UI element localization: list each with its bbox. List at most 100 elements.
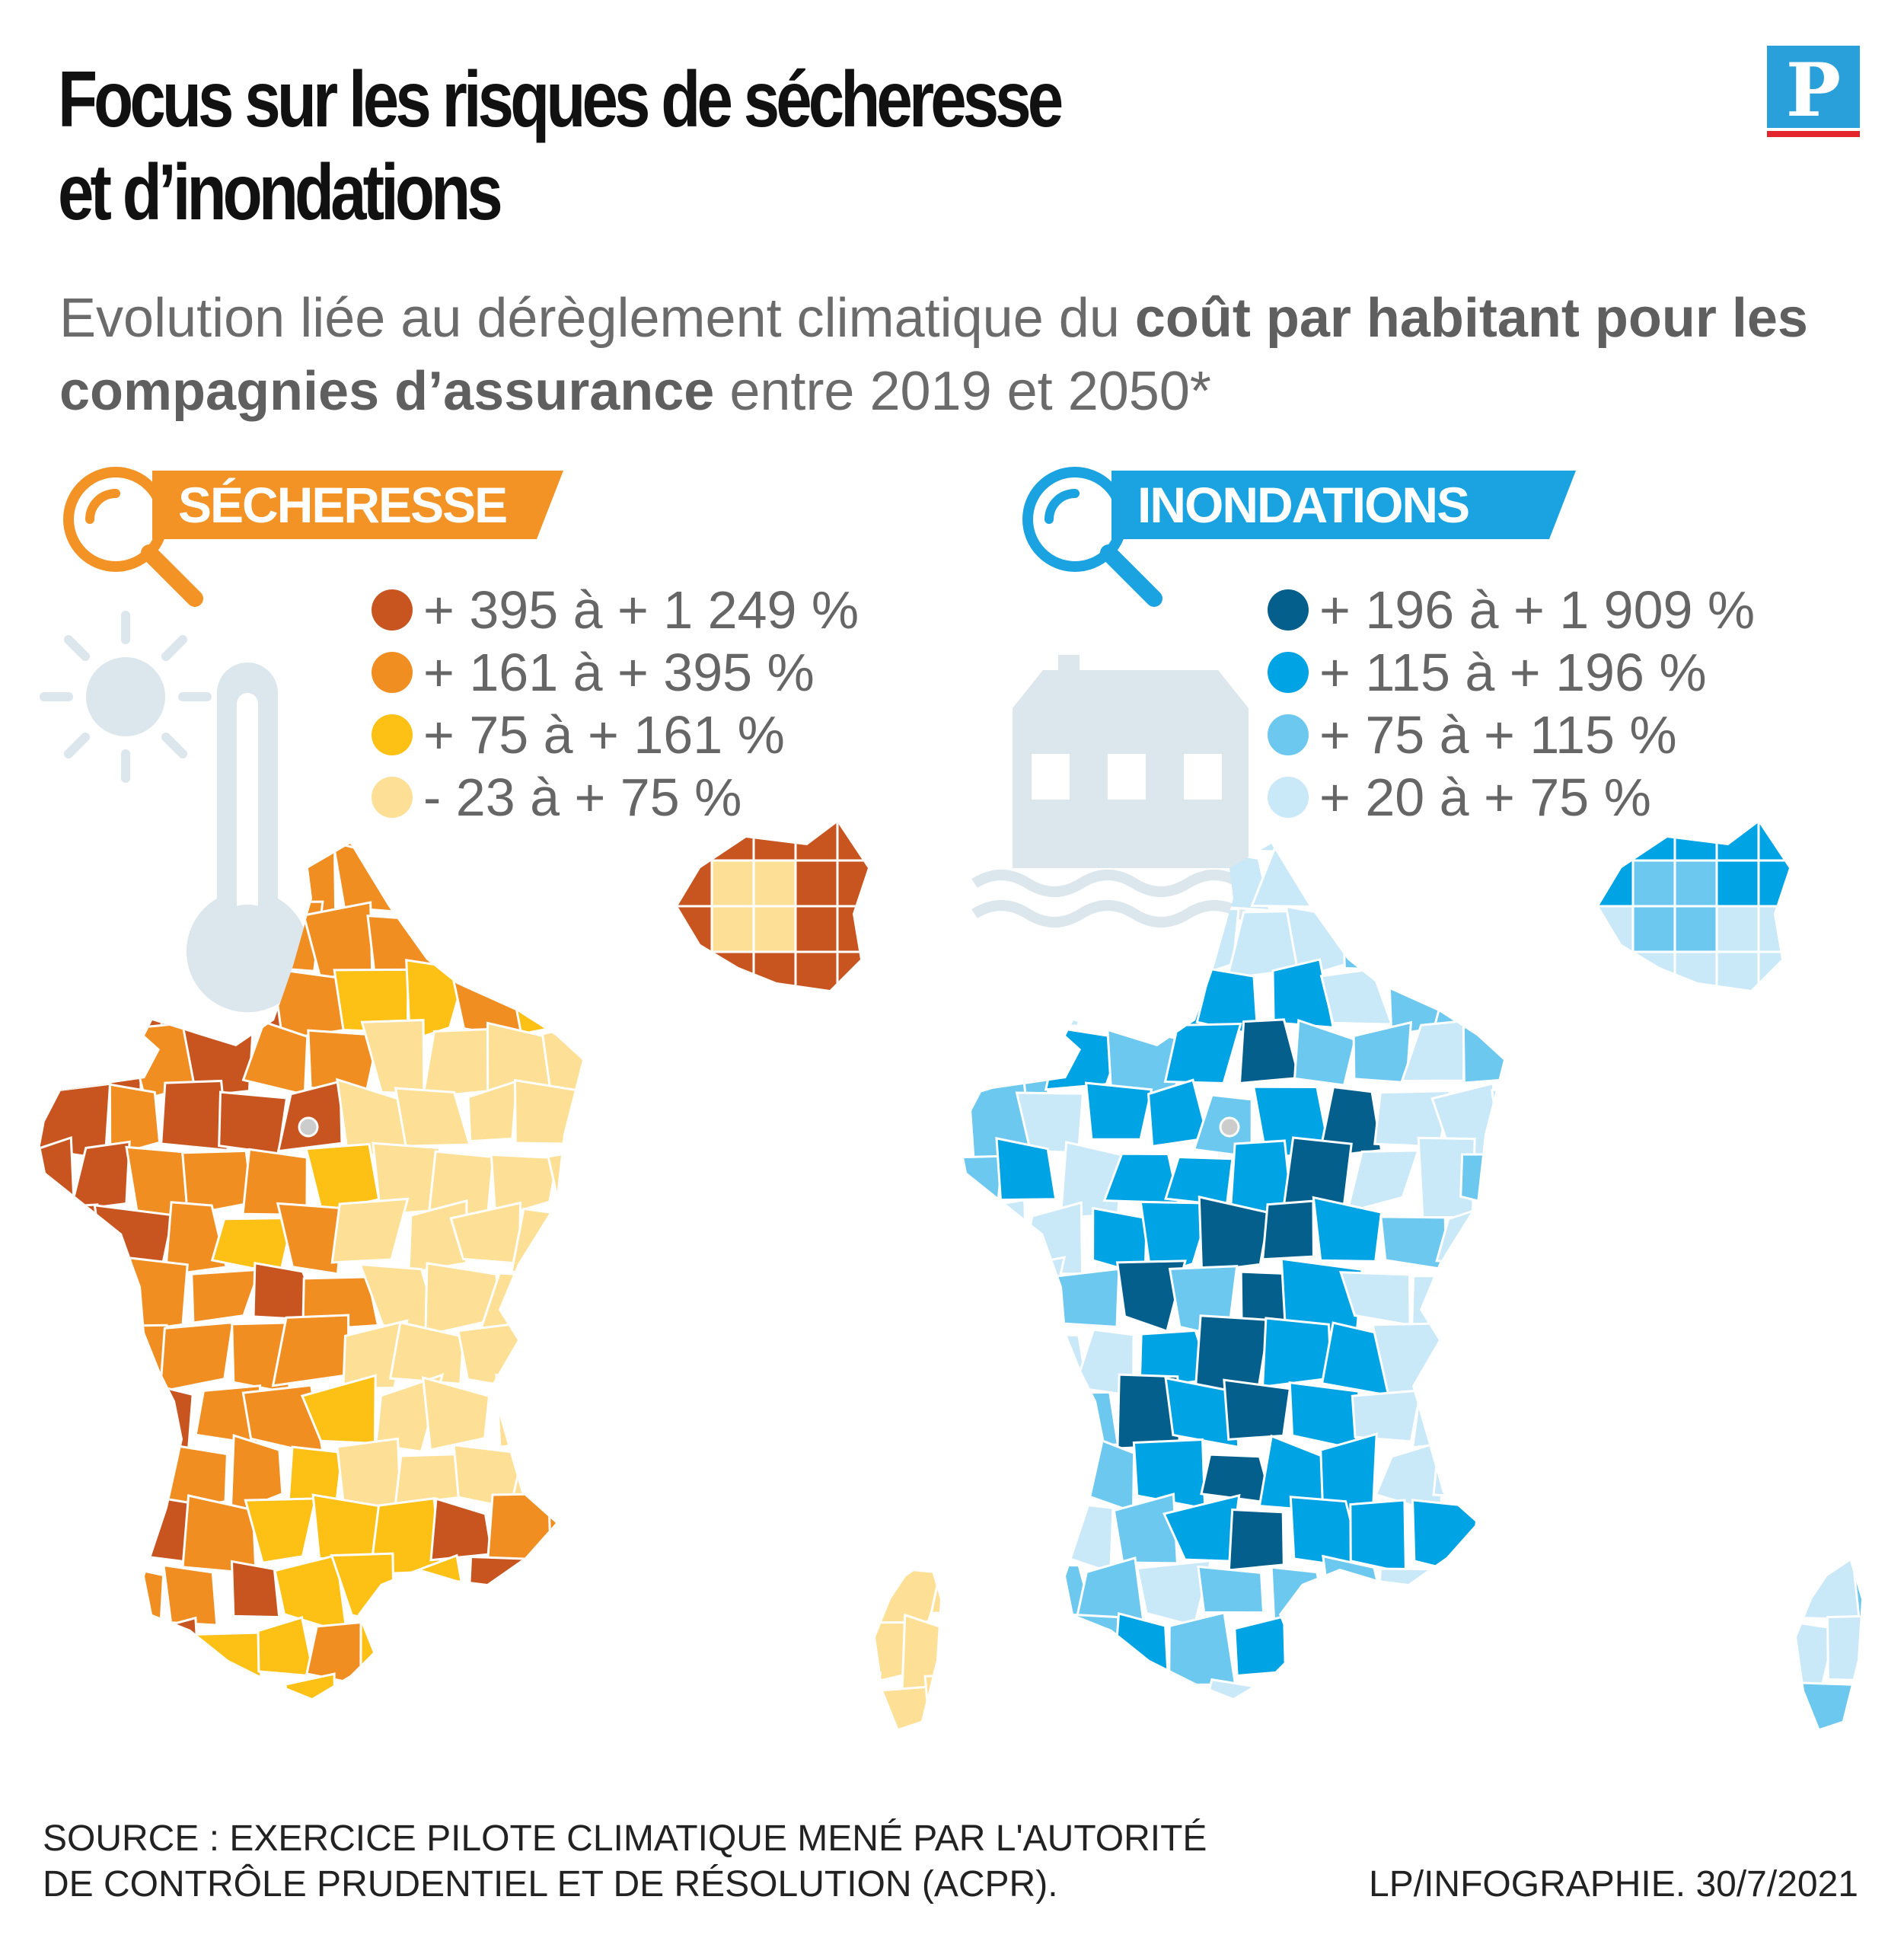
department-cell (1698, 1144, 1767, 1214)
department-cell (875, 1317, 940, 1381)
department-cell (284, 1672, 336, 1729)
department-cell (570, 1562, 652, 1620)
department-cell (1476, 844, 1537, 863)
department-cell (1351, 1389, 1423, 1443)
department-cell (630, 1333, 703, 1387)
department-cell (1491, 1080, 1557, 1157)
department-cell (1198, 1195, 1271, 1273)
department-cell (241, 1020, 309, 1097)
department-cell (600, 1268, 674, 1335)
department-cell (1162, 844, 1240, 862)
legend-swatch (1268, 714, 1309, 755)
inondations-badge: INONDATIONS (1111, 471, 1576, 539)
department-cell (1792, 1206, 1861, 1266)
department-cell (1701, 1738, 1767, 1790)
department-cell (1411, 1499, 1479, 1577)
source-line-2: DE CONTRÔLE PRUDENTIEL ET DE RÉSOLUTION … (43, 1864, 1058, 1904)
department-cell (210, 1685, 280, 1729)
department-cell (62, 844, 143, 857)
department-cell (1771, 1734, 1837, 1790)
department-cell (839, 1492, 916, 1572)
department-cell (1271, 958, 1335, 1029)
department-cell (895, 844, 940, 861)
department-cell (1312, 1196, 1383, 1263)
department-cell (631, 1561, 693, 1632)
department-cell (794, 905, 839, 953)
department-cell (1411, 1392, 1484, 1449)
department-cell (1352, 1020, 1413, 1084)
department-cell (1556, 1436, 1616, 1502)
department-cell (1465, 905, 1541, 982)
department-cell (225, 844, 293, 921)
department-cell (257, 1616, 316, 1678)
department-cell (1631, 822, 1676, 862)
department-cell (599, 1501, 675, 1563)
department-cell (778, 1614, 856, 1683)
department-cell (1131, 1680, 1213, 1729)
department-cell (1683, 1556, 1745, 1620)
subtitle-part-2: entre 2019 et 2050* (714, 361, 1211, 422)
department-cell (895, 1383, 940, 1446)
department-cell (1166, 907, 1240, 983)
department-cell (688, 1435, 762, 1514)
logo-letter: P (1786, 47, 1841, 133)
department-cell (959, 1199, 1028, 1279)
department-cell (601, 1744, 678, 1790)
department-cell (1374, 1674, 1446, 1729)
department-cell (1787, 962, 1851, 1036)
department-cell (710, 822, 755, 862)
department-cell (1261, 1317, 1333, 1388)
department-cell (360, 1019, 426, 1096)
department-cell (44, 1557, 97, 1621)
department-cell (331, 844, 409, 913)
department-cell (1557, 1196, 1624, 1272)
department-cell (1702, 1495, 1777, 1575)
department-cell (959, 1375, 1006, 1458)
department-cell (129, 1378, 194, 1458)
department-cell (1044, 1750, 1116, 1790)
department-cell (1670, 1436, 1733, 1516)
department-cell (1341, 902, 1420, 972)
department-cell (330, 1197, 410, 1264)
department-cell (1599, 950, 1635, 990)
department-cell (38, 1255, 86, 1336)
department-cell (836, 859, 868, 908)
department-cell (1060, 1613, 1121, 1678)
department-cell (1615, 1318, 1671, 1392)
department-cell (1192, 1678, 1275, 1729)
department-cell (964, 1314, 1033, 1392)
department-cell (1168, 1611, 1237, 1687)
department-cell (1592, 844, 1641, 858)
department-cell (585, 1432, 652, 1518)
sun-icon (40, 611, 212, 783)
department-cell (990, 844, 1057, 857)
department-cell (611, 1023, 678, 1095)
inondations-label: INONDATIONS (1137, 477, 1470, 533)
department-cell (678, 822, 713, 862)
department-cell (930, 1551, 940, 1616)
department-cell (1404, 1742, 1481, 1790)
legend-swatch (372, 777, 413, 818)
department-cell (1293, 1620, 1363, 1691)
department-cell (271, 844, 337, 921)
department-cell (362, 844, 444, 848)
page-title: Focus sur les risques de sécheresse et d… (58, 53, 1306, 239)
department-cell (1348, 1619, 1403, 1691)
department-cell (380, 1732, 424, 1790)
department-cell (720, 1142, 787, 1218)
department-cell (230, 1560, 281, 1619)
department-cell (38, 1612, 71, 1694)
department-cell (1580, 1610, 1658, 1695)
secheresse-label: SÉCHERESSE (178, 477, 508, 533)
legend-label: + 75 à + 115 % (1319, 705, 1677, 765)
department-cell (814, 1319, 885, 1393)
department-cell (703, 958, 752, 1026)
paris-marker (1219, 1116, 1240, 1138)
legend-label: + 20 à + 75 % (1319, 768, 1651, 827)
title-line-2: et d’inondations (58, 148, 503, 237)
department-cell (333, 1684, 410, 1729)
inondations-map (959, 822, 1861, 1790)
department-cell (1757, 822, 1789, 862)
department-cell (1580, 1509, 1649, 1569)
department-cell (1229, 1737, 1287, 1790)
